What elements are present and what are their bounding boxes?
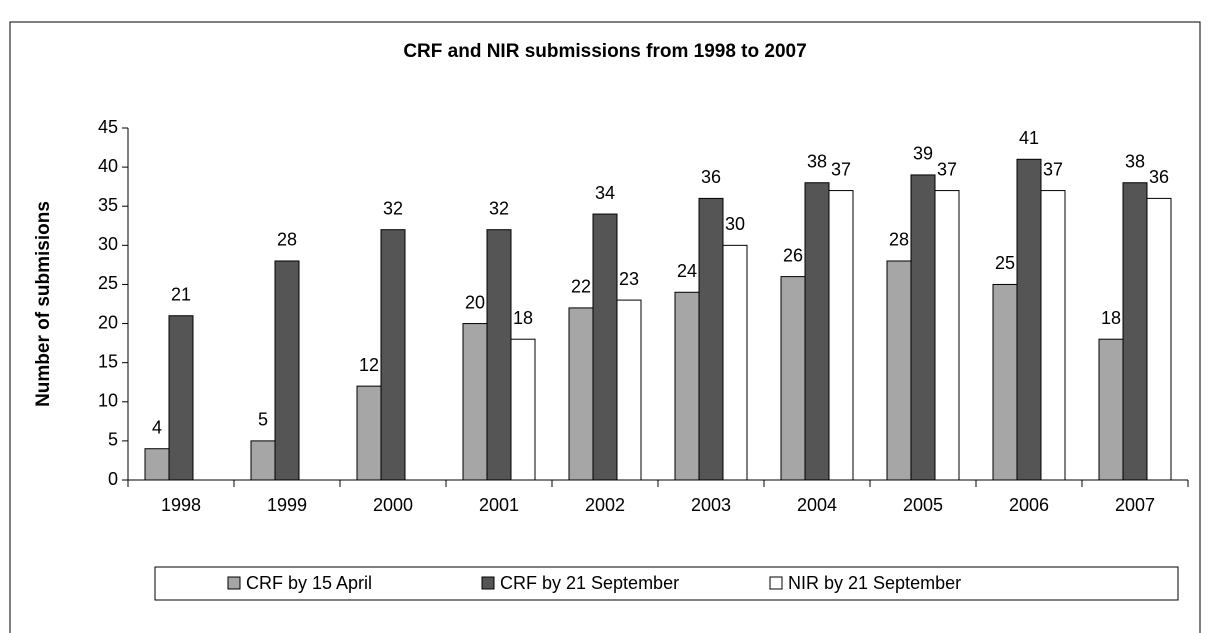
- x-tick-label: 2005: [903, 495, 943, 515]
- legend-swatch: [481, 576, 495, 590]
- bar: [1016, 158, 1042, 481]
- bar: [486, 229, 512, 481]
- bar: [616, 299, 642, 481]
- bar: [1146, 197, 1172, 481]
- y-axis-label: Number of submisions: [33, 201, 54, 407]
- data-label: 23: [619, 269, 639, 289]
- bar: [722, 244, 748, 481]
- data-label: 21: [171, 284, 191, 304]
- data-label: 37: [937, 159, 957, 179]
- x-tick-label: 2003: [691, 495, 731, 515]
- y-tick-label: 40: [98, 156, 118, 176]
- x-tick-label: 2001: [479, 495, 519, 515]
- bar: [992, 283, 1018, 481]
- data-label: 12: [359, 355, 379, 375]
- data-label: 20: [465, 292, 485, 312]
- bar: [698, 197, 724, 481]
- data-label: 28: [889, 230, 909, 250]
- data-label: 18: [513, 308, 533, 328]
- bar: [1098, 338, 1124, 481]
- bar: [168, 315, 194, 481]
- data-label: 38: [807, 152, 827, 172]
- x-tick-label: 2004: [797, 495, 837, 515]
- data-label: 22: [571, 277, 591, 297]
- data-label: 26: [783, 245, 803, 265]
- bar: [568, 307, 594, 481]
- y-tick-label: 35: [98, 195, 118, 215]
- bar: [910, 174, 936, 481]
- bar: [144, 448, 170, 481]
- x-tick-label: 2000: [373, 495, 413, 515]
- data-label: 41: [1019, 128, 1039, 148]
- data-label: 38: [1125, 152, 1145, 172]
- data-label: 32: [383, 198, 403, 218]
- data-label: 4: [152, 417, 162, 437]
- data-label: 5: [258, 410, 268, 430]
- bar: [462, 323, 488, 481]
- legend-swatch: [769, 576, 783, 590]
- legend-label: CRF by 21 September: [500, 573, 679, 593]
- data-label: 18: [1101, 308, 1121, 328]
- bar: [886, 260, 912, 481]
- chart-border: [9, 21, 1201, 633]
- y-tick-label: 10: [98, 391, 118, 411]
- bar: [780, 276, 806, 481]
- bar: [804, 182, 830, 481]
- bar: [934, 190, 960, 481]
- bar: [1040, 190, 1066, 481]
- data-label: 37: [1043, 159, 1063, 179]
- bar: [510, 338, 536, 481]
- x-tick-label: 1999: [267, 495, 307, 515]
- bar: [674, 291, 700, 481]
- x-tick-label: 1998: [161, 495, 201, 515]
- x-tick-label: 2006: [1009, 495, 1049, 515]
- legend-label: NIR by 21 September: [788, 573, 961, 593]
- y-tick-label: 45: [98, 117, 118, 137]
- bar: [828, 190, 854, 481]
- x-tick-label: 2002: [585, 495, 625, 515]
- data-label: 24: [677, 261, 697, 281]
- y-tick-label: 15: [98, 351, 118, 371]
- bar: [1122, 182, 1148, 481]
- data-label: 34: [595, 183, 615, 203]
- bar: [274, 260, 300, 481]
- y-tick-label: 25: [98, 273, 118, 293]
- data-label: 39: [913, 144, 933, 164]
- data-label: 25: [995, 253, 1015, 273]
- y-tick-label: 20: [98, 312, 118, 332]
- x-tick-label: 2007: [1115, 495, 1155, 515]
- y-tick-label: 5: [108, 430, 118, 450]
- y-tick-label: 0: [108, 469, 118, 489]
- legend-box: [154, 566, 1179, 601]
- bar: [356, 385, 382, 481]
- data-label: 36: [701, 167, 721, 187]
- legend-label: CRF by 15 April: [246, 573, 372, 593]
- data-label: 30: [725, 214, 745, 234]
- data-label: 28: [277, 230, 297, 250]
- data-label: 36: [1149, 167, 1169, 187]
- data-label: 37: [831, 159, 851, 179]
- legend-swatch: [227, 576, 241, 590]
- data-label: 32: [489, 198, 509, 218]
- bar: [250, 440, 276, 481]
- y-tick-label: 30: [98, 234, 118, 254]
- bar: [592, 213, 618, 481]
- chart-title: CRF and NIR submissions from 1998 to 200…: [403, 41, 806, 62]
- bar: [380, 229, 406, 481]
